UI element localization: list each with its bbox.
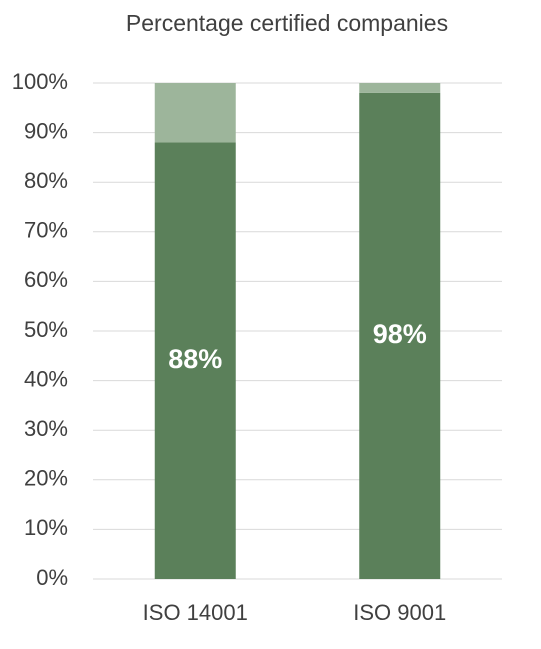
y-tick-label: 0% xyxy=(36,565,68,590)
y-tick-label: 100% xyxy=(12,69,68,94)
x-tick-label: ISO 9001 xyxy=(353,600,446,625)
data-label: 88% xyxy=(168,344,222,374)
y-tick-label: 60% xyxy=(24,267,68,292)
y-tick-label: 30% xyxy=(24,416,68,441)
bar-segment xyxy=(359,83,441,93)
y-tick-label: 10% xyxy=(24,515,68,540)
chart-title: Percentage certified companies xyxy=(126,10,448,36)
y-tick-label: 80% xyxy=(24,168,68,193)
y-tick-label: 90% xyxy=(24,118,68,143)
x-tick-label: ISO 14001 xyxy=(143,600,248,625)
data-label: 98% xyxy=(373,319,427,349)
bar-segment xyxy=(154,83,236,143)
y-tick-label: 70% xyxy=(24,218,68,243)
y-tick-label: 40% xyxy=(24,366,68,391)
y-tick-label: 20% xyxy=(24,466,68,491)
y-tick-label: 50% xyxy=(24,317,68,342)
bar-segment xyxy=(359,92,441,580)
bar-segment xyxy=(154,142,236,579)
